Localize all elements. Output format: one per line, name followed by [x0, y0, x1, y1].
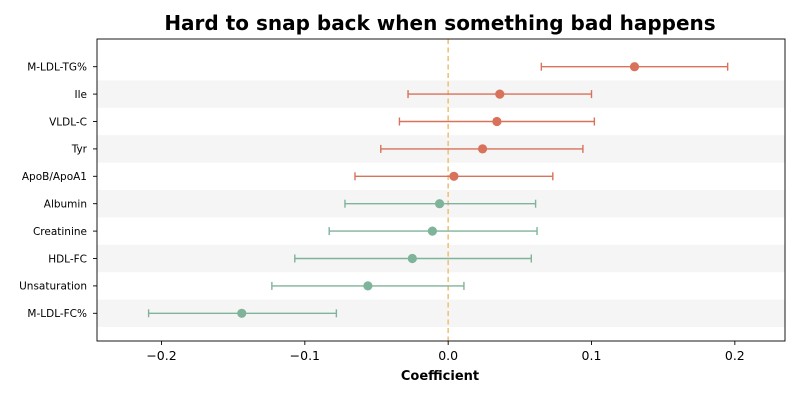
- coefficient-point: [363, 281, 373, 291]
- x-axis: −0.2 −0.1 0.0 0.1 0.2: [146, 341, 745, 363]
- coefficient-point: [629, 62, 640, 72]
- coefficient-point: [495, 89, 505, 99]
- y-tick-label: Albumin: [44, 199, 87, 211]
- y-tick-label: M-LDL-FC%: [27, 308, 87, 320]
- coefficient-point: [407, 253, 417, 264]
- y-tick-label: M-LDL-TG%: [27, 62, 87, 74]
- coefficient-point: [449, 171, 459, 181]
- chart-title: Hard to snap back when something bad hap…: [164, 11, 715, 35]
- y-tick-label: Tyr: [71, 144, 88, 156]
- y-tick-label: VLDL-C: [49, 116, 87, 128]
- coefficient-point: [477, 144, 488, 154]
- y-tick-label: ApoB/ApoA1: [22, 171, 87, 183]
- x-tick-label: −0.2: [146, 348, 176, 363]
- y-tick-label: Unsaturation: [19, 281, 87, 293]
- x-tick-label: 0.1: [582, 348, 602, 363]
- coefficient-point: [492, 116, 502, 127]
- coefficient-point: [237, 308, 247, 318]
- coefficient-points: [237, 62, 640, 318]
- y-tick-label: Ile: [75, 89, 87, 101]
- x-tick-label: 0.2: [725, 348, 745, 363]
- plot-frame: [96, 38, 786, 342]
- x-tick-label: 0.0: [438, 348, 458, 363]
- y-axis: M-LDL-TG% Ile VLDL-C Tyr ApoB/ApoA1 Albumin Cr…: [19, 62, 97, 320]
- coefficient-point: [427, 226, 437, 236]
- coefficient-point: [434, 199, 445, 209]
- x-axis-label: Coefficient: [401, 369, 479, 384]
- x-tick-label: −0.1: [290, 348, 320, 363]
- y-tick-label: HDL-FC: [48, 253, 87, 265]
- y-tick-label: Creatinine: [33, 226, 87, 238]
